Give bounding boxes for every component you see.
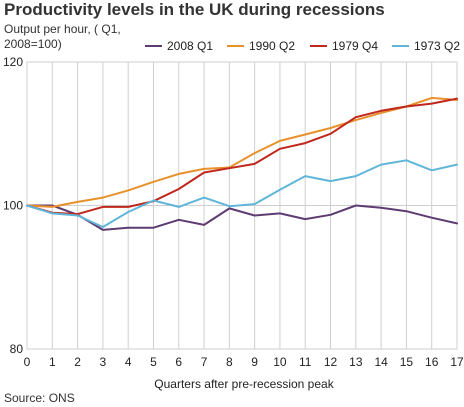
series-group (26, 96, 458, 231)
series-line-2008-q1 (26, 204, 458, 231)
chart-subtitle: Output per hour, ( Q1, 2008=100) (4, 22, 121, 51)
x-tick-label: 15 (400, 355, 414, 369)
x-tick-label: 12 (324, 355, 338, 369)
source-note: Source: ONS (4, 391, 75, 405)
legend-label: 1990 Q2 (249, 39, 295, 53)
legend: 2008 Q1 1990 Q2 1979 Q4 1973 Q2 (145, 39, 460, 53)
x-tick-label: 9 (251, 355, 258, 369)
x-tick-label: 14 (374, 355, 388, 369)
y-tick-label: 80 (10, 342, 24, 356)
legend-label: 2008 Q1 (167, 39, 213, 53)
series-line-1973-q2 (26, 159, 458, 228)
chart-title: Productivity levels in the UK during rec… (4, 0, 385, 19)
x-tick-label: 5 (150, 355, 157, 369)
x-tick-label: 17 (450, 355, 464, 369)
x-tick-label: 10 (273, 355, 287, 369)
x-tick-label: 3 (100, 355, 107, 369)
x-tick-label: 11 (299, 355, 312, 369)
series-line-1990-q2 (26, 96, 458, 208)
legend-label: 1979 Q4 (332, 39, 378, 53)
x-tick-label: 6 (175, 355, 182, 369)
y-tick-label: 100 (3, 199, 23, 213)
y-tick-label: 120 (3, 55, 23, 69)
x-tick-label: 2 (74, 355, 81, 369)
x-axis-title: Quarters after pre-recession peak (154, 377, 334, 391)
series-line-1979-q4 (26, 97, 458, 216)
x-tick-label: 16 (425, 355, 439, 369)
x-tick-label: 13 (349, 355, 363, 369)
x-tick-label: 4 (125, 355, 132, 369)
x-tick-label: 1 (49, 355, 56, 369)
x-tick-label: 8 (226, 355, 233, 369)
x-tick-label: 0 (24, 355, 31, 369)
legend-label: 1973 Q2 (414, 39, 460, 53)
x-tick-label: 7 (201, 355, 208, 369)
